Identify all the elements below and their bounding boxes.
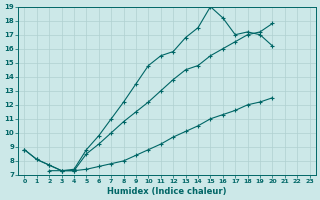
X-axis label: Humidex (Indice chaleur): Humidex (Indice chaleur)	[107, 187, 227, 196]
